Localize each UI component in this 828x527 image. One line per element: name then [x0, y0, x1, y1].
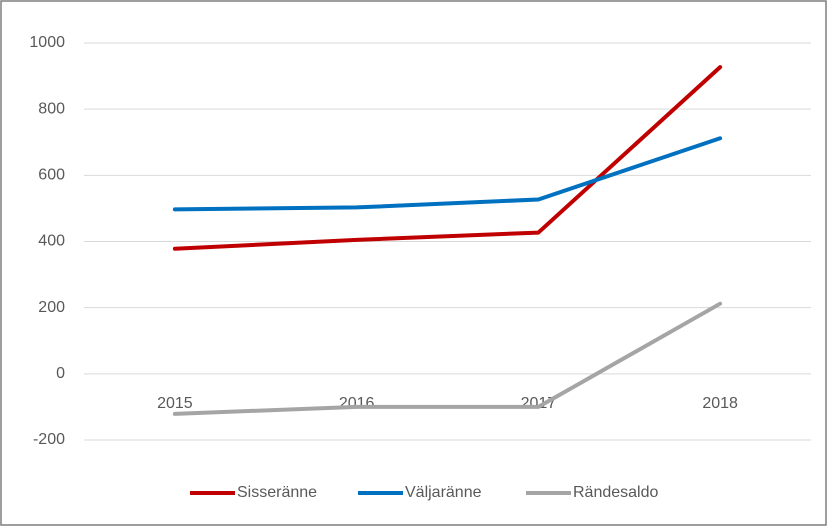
legend-label: Rändesaldo	[573, 484, 659, 501]
y-tick-label: 200	[38, 299, 65, 316]
x-tick-label: 2018	[702, 395, 738, 412]
x-tick-label: 2016	[339, 395, 375, 412]
x-tick-label: 2015	[157, 395, 193, 412]
data-line	[172, 136, 723, 212]
data-line	[172, 301, 723, 416]
data-line	[172, 65, 723, 251]
y-tick-label: 400	[38, 233, 65, 250]
legend-label: Sisseränne	[237, 484, 317, 501]
y-tick-label: 800	[38, 100, 65, 117]
y-tick-label: -200	[33, 431, 65, 448]
y-tick-label: 0	[56, 365, 65, 382]
legend-label: Väljaränne	[405, 484, 482, 501]
y-tick-label: 1000	[29, 34, 65, 51]
y-tick-label: 600	[38, 167, 65, 184]
